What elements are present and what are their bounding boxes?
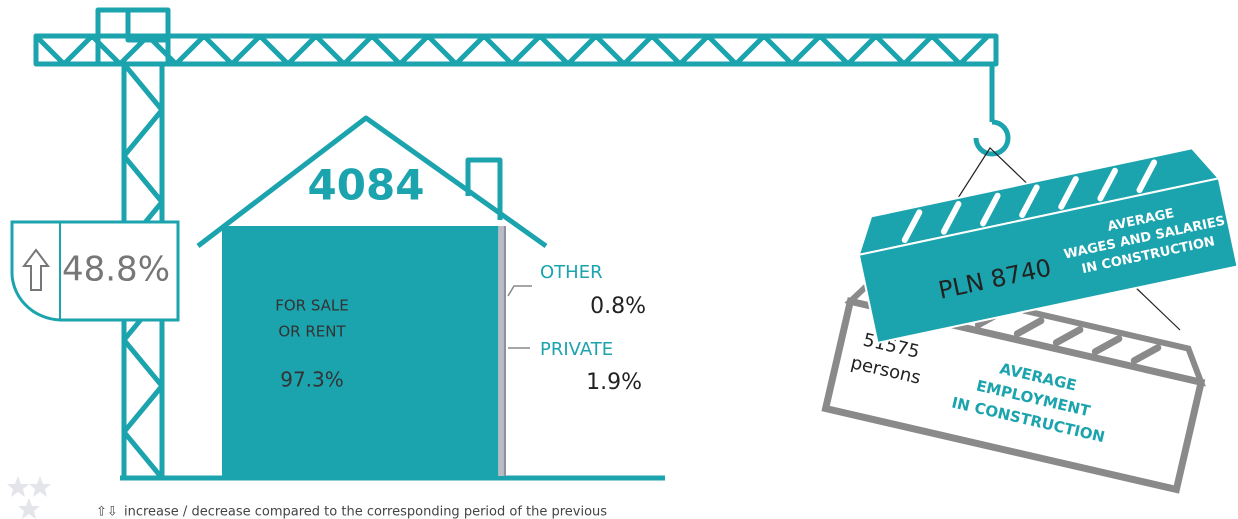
- employment-container: 51575 persons AVERAGE EMPLOYMENT IN CONS…: [821, 273, 1206, 494]
- segment-label: OR RENT: [278, 323, 346, 341]
- change-badge: 48.8%: [10, 220, 180, 322]
- footnote-icon: ⇧⇩: [96, 505, 118, 519]
- wages-container: PLN 8740 AVERAGE WAGES AND SALARIES IN C…: [857, 147, 1238, 345]
- container-stripes: [901, 159, 1158, 243]
- stars: [7, 476, 51, 519]
- footnote: increase / decrease compared to the corr…: [124, 505, 607, 519]
- container-front: [857, 177, 1238, 345]
- segment-label: OTHER: [540, 262, 603, 283]
- house-segments: [222, 226, 506, 476]
- segment-value: 97.3%: [280, 368, 344, 392]
- segment-label: PRIVATE: [540, 339, 613, 360]
- connector: [507, 285, 532, 297]
- segment-label: FOR SALE: [275, 297, 349, 315]
- house-total: 4084: [308, 161, 425, 210]
- change-value: 48.8%: [62, 250, 170, 290]
- container-front: [821, 297, 1206, 494]
- segment-value: 1.9%: [586, 370, 642, 395]
- segment-value: 0.8%: [590, 294, 646, 319]
- house-segment: [498, 226, 504, 476]
- house-segment: [503, 226, 506, 476]
- up-arrow: [22, 248, 50, 291]
- house-segment: [222, 226, 499, 476]
